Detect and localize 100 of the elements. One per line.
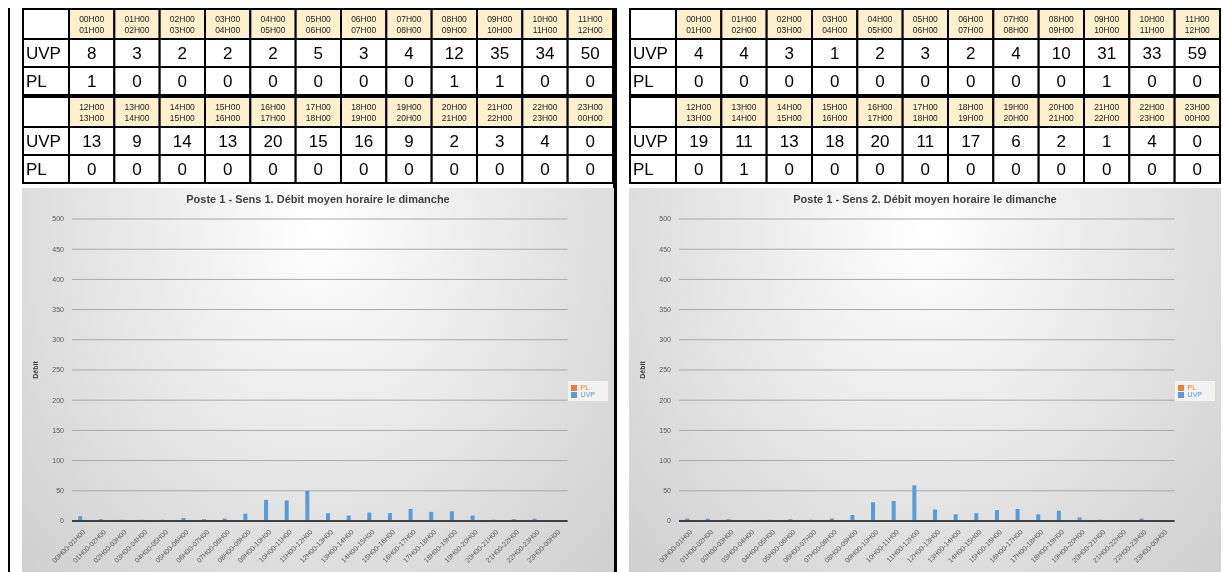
data-label: 0 bbox=[177, 71, 188, 91]
data-label: 0 bbox=[540, 71, 550, 91]
x-tick-label: 18H00 19H00 bbox=[958, 101, 984, 123]
data-label: 15 bbox=[308, 131, 328, 151]
data-label: 13 bbox=[779, 131, 799, 151]
data-label: 0 bbox=[1192, 71, 1203, 91]
x-tick-label: 11H00 12H00 bbox=[1184, 13, 1211, 35]
data-label: 2 bbox=[222, 43, 233, 63]
data-label: 4 bbox=[739, 43, 749, 63]
data-label: 0 bbox=[585, 131, 596, 151]
data-label: 2 bbox=[965, 43, 976, 63]
data-label: 1 bbox=[449, 71, 460, 91]
chart-title: Poste 1 - Sens 1. Débit moyen horaire le dimanche bbox=[185, 192, 451, 207]
data-label: 14 bbox=[172, 131, 192, 151]
x-tick-label: 23H00 00H00 bbox=[577, 101, 604, 123]
x-tick-label: 15H00 16H00 bbox=[822, 101, 848, 123]
x-tick-label: 01H00 02H00 bbox=[731, 13, 757, 35]
y-tick-label: UVP bbox=[633, 43, 668, 63]
data-label: 20 bbox=[263, 131, 283, 151]
data-label: 4 bbox=[693, 43, 704, 63]
x-tick-label: 05H00 06H00 bbox=[305, 13, 332, 35]
x-tick-label: 12H00 13H00 bbox=[79, 101, 105, 123]
data-label: 0 bbox=[585, 71, 596, 91]
data-label: 33 bbox=[1142, 43, 1162, 63]
data-label: 13 bbox=[218, 131, 238, 151]
x-tick-label: 01H00 02H00 bbox=[124, 13, 150, 35]
x-tick-label: 23H00 00H00 bbox=[1184, 101, 1211, 123]
data-label: 2 bbox=[268, 43, 278, 63]
data-label: 0 bbox=[829, 159, 840, 179]
data-label: 0 bbox=[404, 71, 414, 91]
y-tick-label: UVP bbox=[26, 43, 61, 63]
x-tick-label: 13H00 14H00 bbox=[731, 101, 757, 123]
data-label: 0 bbox=[1011, 159, 1021, 179]
data-label: 3 bbox=[784, 43, 795, 63]
data-label: 0 bbox=[132, 71, 142, 91]
x-tick-label: 04H00 05H00 bbox=[867, 13, 893, 35]
data-label: 0 bbox=[784, 71, 795, 91]
x-tick-label: 12H00 13H00 bbox=[686, 101, 712, 123]
data-label: 0 bbox=[875, 71, 885, 91]
x-tick-label: 02H00 03H00 bbox=[776, 13, 803, 35]
x-tick-label: 14H00 15H00 bbox=[169, 101, 196, 123]
x-tick-label: 07H00 08H00 bbox=[396, 13, 422, 35]
data-label: 4 bbox=[404, 43, 414, 63]
x-tick-label: 17H00 18H00 bbox=[305, 101, 332, 123]
data-label: 16 bbox=[354, 131, 374, 151]
x-tick-label: 13H00 14H00 bbox=[124, 101, 150, 123]
data-label: 0 bbox=[1147, 71, 1157, 91]
x-tick-label: 08H00 09H00 bbox=[1048, 13, 1075, 35]
data-label: 0 bbox=[268, 71, 278, 91]
x-tick-label: 06H00 07H00 bbox=[351, 13, 377, 35]
x-tick-label: 09H00 10H00 bbox=[487, 13, 513, 35]
data-label: 0 bbox=[965, 159, 976, 179]
data-label: 4 bbox=[1011, 43, 1021, 63]
x-tick-label: 02H00 03H00 bbox=[169, 13, 196, 35]
x-tick-label: 03H00 04H00 bbox=[215, 13, 241, 35]
data-label: 1 bbox=[1101, 131, 1112, 151]
data-label: 0 bbox=[1147, 159, 1157, 179]
data-label: 0 bbox=[540, 159, 550, 179]
y-tick-label: UVP bbox=[26, 131, 61, 151]
x-tick-label: 22H00 23H00 bbox=[532, 101, 558, 123]
data-label: 9 bbox=[132, 131, 142, 151]
x-tick-label: 17H00 18H00 bbox=[912, 101, 939, 123]
y-tick-label: PL bbox=[26, 159, 47, 179]
data-label: 0 bbox=[268, 159, 278, 179]
data-label: 0 bbox=[585, 159, 596, 179]
data-label: 0 bbox=[494, 159, 505, 179]
x-tick-label: 19H00 20H00 bbox=[1003, 101, 1029, 123]
data-label: 1 bbox=[86, 71, 97, 91]
data-label: 2 bbox=[875, 43, 885, 63]
data-label: 2 bbox=[1056, 131, 1067, 151]
x-tick-label: 18H00 19H00 bbox=[351, 101, 377, 123]
x-tick-label: 11H00 12H00 bbox=[577, 13, 604, 35]
data-label: 10 bbox=[1051, 43, 1071, 63]
x-tick-label: 20H00 21H00 bbox=[441, 101, 468, 123]
data-label: 17 bbox=[961, 131, 981, 151]
data-label: 3 bbox=[358, 43, 369, 63]
y-tick-label: PL bbox=[633, 71, 654, 91]
data-label: 1 bbox=[1101, 71, 1112, 91]
data-label: 0 bbox=[1056, 71, 1067, 91]
y-tick-label: UVP bbox=[633, 131, 668, 151]
x-tick-label: 04H00 05H00 bbox=[260, 13, 286, 35]
data-label: 0 bbox=[358, 71, 369, 91]
data-label: 13 bbox=[82, 131, 102, 151]
data-label: 19 bbox=[689, 131, 709, 151]
data-label: 9 bbox=[404, 131, 414, 151]
chart-title: Poste 1 - Sens 2. Débit moyen horaire le dimanche bbox=[792, 192, 1058, 207]
data-label: 11 bbox=[916, 131, 935, 151]
data-label: 0 bbox=[222, 71, 233, 91]
x-tick-label: 16H00 17H00 bbox=[260, 101, 286, 123]
data-label: 0 bbox=[1101, 159, 1112, 179]
x-tick-label: 19H00 20H00 bbox=[396, 101, 422, 123]
data-label: 2 bbox=[177, 43, 188, 63]
x-tick-label: 09H00 10H00 bbox=[1094, 13, 1120, 35]
x-tick-label: 16H00 17H00 bbox=[867, 101, 893, 123]
data-label: 2 bbox=[449, 131, 460, 151]
data-label: 50 bbox=[580, 43, 600, 63]
data-label: 1 bbox=[739, 159, 749, 179]
data-label: 1 bbox=[494, 71, 505, 91]
data-label: 0 bbox=[86, 159, 97, 179]
data-label: 3 bbox=[494, 131, 505, 151]
